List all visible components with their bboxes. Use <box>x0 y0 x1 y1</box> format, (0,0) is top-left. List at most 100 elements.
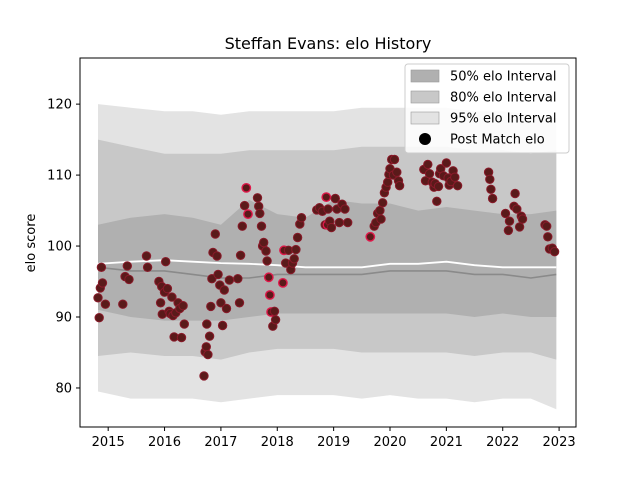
x-tick-label: 2018 <box>261 435 294 450</box>
post-match-point <box>219 285 230 295</box>
post-match-point <box>212 251 222 261</box>
post-match-point <box>259 237 269 248</box>
post-match-point <box>178 301 188 311</box>
y-axis: 80 90 100 110 120 <box>47 98 80 396</box>
post-match-point <box>210 229 221 239</box>
post-match-point <box>124 274 134 285</box>
post-match-point <box>118 299 128 309</box>
post-match-point <box>392 167 402 177</box>
post-match-point <box>270 315 281 325</box>
post-match-point <box>161 257 171 267</box>
post-match-point <box>252 193 263 203</box>
legend: 50% elo Interval 80% elo Interval 95% elo … <box>404 63 570 154</box>
post-match-point <box>167 292 177 302</box>
post-match-point <box>201 342 212 352</box>
x-tick-label: 2016 <box>148 435 181 450</box>
post-match-point <box>142 262 153 272</box>
post-match-point <box>264 290 275 300</box>
post-match-point <box>383 177 393 187</box>
post-match-point <box>94 313 104 323</box>
post-match-point <box>213 269 223 280</box>
y-tick-label: 80 <box>55 381 72 396</box>
legend-label: 95% elo Interval <box>450 112 557 127</box>
x-tick-label: 2019 <box>317 435 350 450</box>
legend-label: 50% elo Interval <box>450 70 557 85</box>
post-match-point <box>100 299 111 309</box>
post-match-point <box>255 208 265 219</box>
post-match-point <box>432 196 442 207</box>
y-tick-label: 120 <box>47 98 72 113</box>
post-match-point <box>97 278 108 288</box>
y-axis-label: elo score <box>24 214 39 273</box>
post-match-point <box>202 319 212 329</box>
post-match-point <box>517 214 528 224</box>
post-match-point <box>323 204 333 214</box>
y-tick-label: 110 <box>47 169 72 184</box>
post-match-point <box>487 193 498 204</box>
post-match-point <box>376 214 386 224</box>
post-match-point <box>500 208 511 219</box>
median-elo-line <box>97 266 557 279</box>
post-match-point <box>155 298 166 308</box>
post-match-points <box>93 154 560 381</box>
post-match-point <box>296 213 307 223</box>
x-tick-label: 2020 <box>373 435 406 450</box>
post-match-point <box>179 319 190 329</box>
post-match-point <box>378 198 388 208</box>
post-match-point <box>217 320 228 331</box>
legend-swatch <box>410 69 440 83</box>
trend-lines <box>97 259 557 279</box>
plot-frame <box>79 57 577 428</box>
post-match-point <box>549 247 560 257</box>
post-match-point <box>486 184 496 195</box>
post-match-point <box>433 181 444 192</box>
post-match-point <box>243 209 253 220</box>
post-match-point <box>239 200 250 211</box>
post-match-point <box>263 272 274 283</box>
post-match-point <box>241 182 252 193</box>
x-tick-label: 2017 <box>204 435 237 450</box>
post-match-point <box>162 283 173 294</box>
post-match-point <box>321 192 332 203</box>
post-match-point <box>365 231 376 242</box>
post-match-point <box>504 216 515 226</box>
legend-label: Post Match elo <box>450 133 545 148</box>
post-match-point <box>292 232 303 243</box>
post-match-point <box>510 188 520 199</box>
post-match-point <box>262 256 272 266</box>
post-match-point <box>343 217 353 228</box>
post-match-point <box>176 332 187 343</box>
x-tick-label: 2022 <box>486 435 519 450</box>
post-match-point <box>512 204 522 214</box>
x-tick-label: 2015 <box>92 435 125 450</box>
post-match-point <box>224 275 235 285</box>
legend-swatch <box>410 90 440 104</box>
post-match-point <box>141 251 152 261</box>
post-match-point <box>235 250 246 261</box>
y-tick-label: 100 <box>47 240 72 255</box>
post-match-point <box>204 331 215 341</box>
post-match-point <box>503 225 514 236</box>
mean-elo-line <box>97 259 557 269</box>
post-match-point <box>289 254 299 264</box>
post-match-point <box>269 306 280 316</box>
post-match-point <box>389 154 400 165</box>
post-match-point <box>291 244 301 255</box>
legend-marker <box>419 133 431 145</box>
post-match-point <box>340 204 350 214</box>
post-match-point <box>485 174 495 185</box>
post-match-point <box>441 158 452 168</box>
post-match-point <box>450 172 460 182</box>
post-match-point <box>330 193 340 204</box>
y-tick-label: 90 <box>55 311 72 326</box>
x-tick-label: 2023 <box>543 435 576 450</box>
post-match-point <box>256 221 267 231</box>
post-match-point <box>237 221 248 231</box>
legend-swatch <box>410 111 440 125</box>
post-match-point <box>423 159 433 170</box>
x-axis: 2015 2016 2017 2018 2019 2020 2021 2022 2023 <box>92 427 576 450</box>
post-match-point <box>375 205 385 216</box>
post-match-point <box>261 246 271 256</box>
post-match-point <box>424 169 435 179</box>
